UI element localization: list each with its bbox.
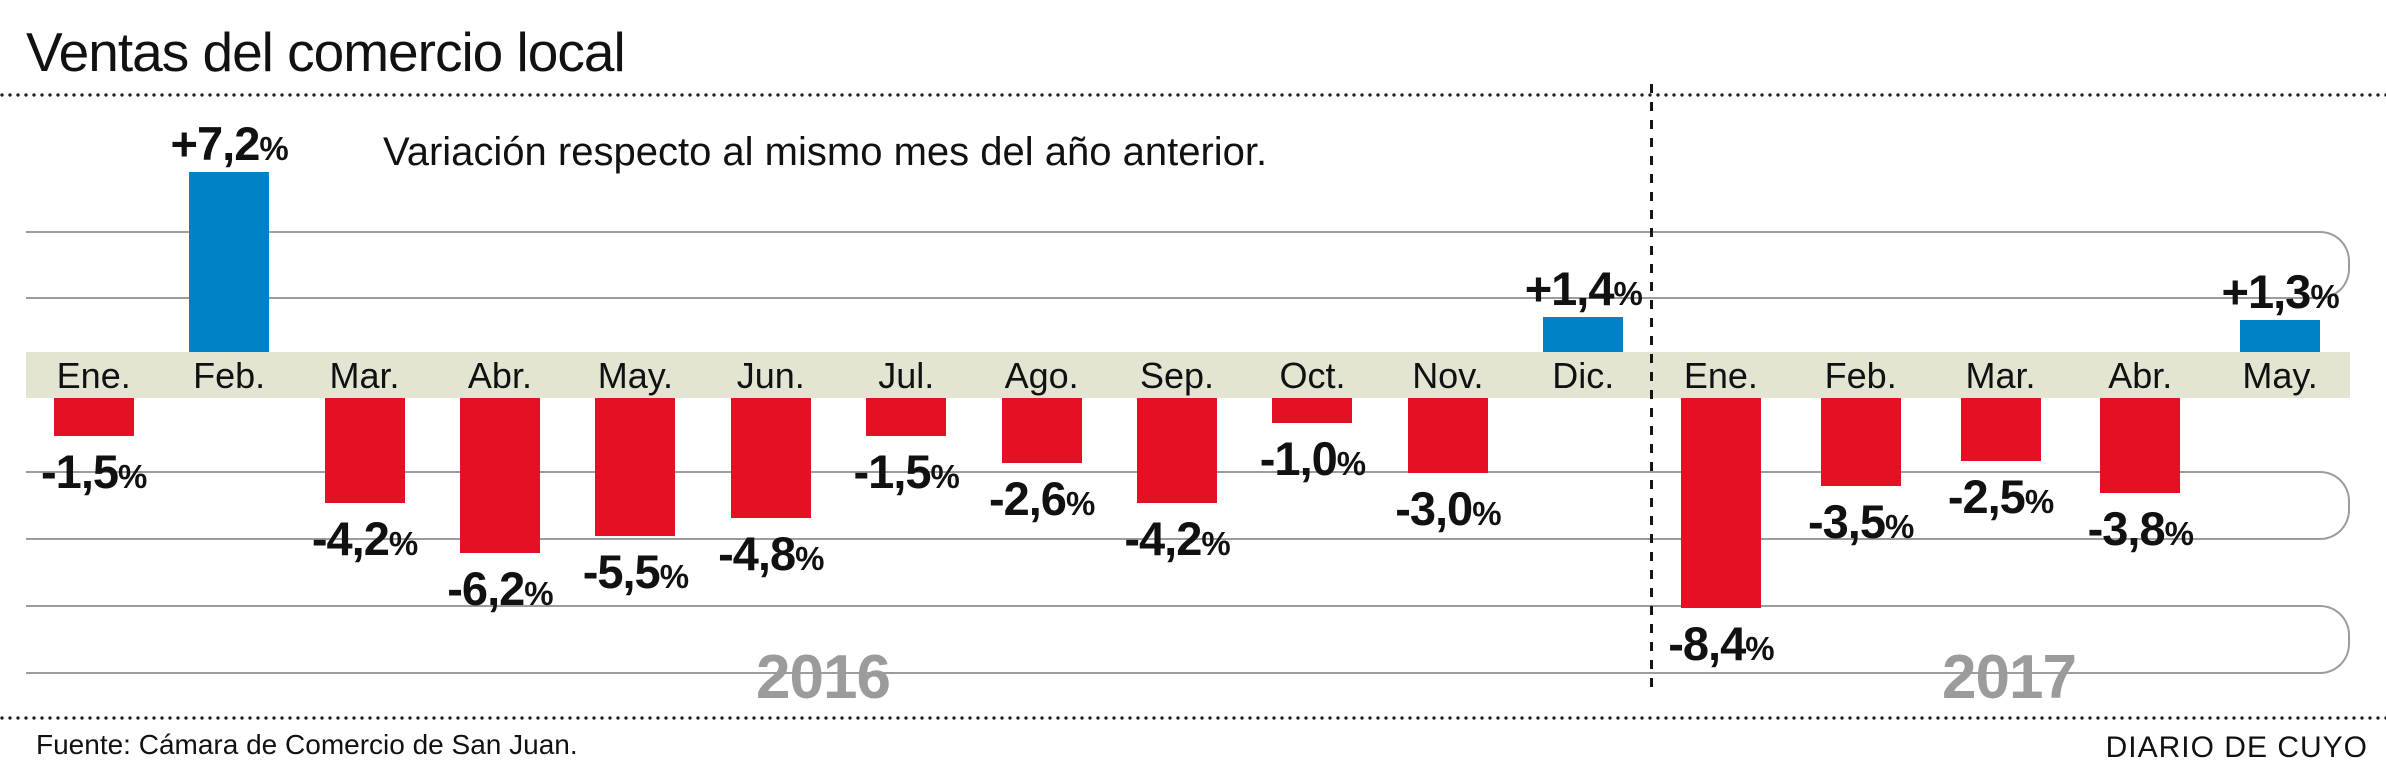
percent-sign: % [659,557,689,595]
gridline-track-lower [26,605,2350,674]
year-divider-dashed-line [1650,84,1653,694]
month-label-2016-dic: Dic. [1552,355,1615,396]
value-label-2016-dic: +1,4% [1524,262,1643,315]
value-label-2016-abr: -6,2% [447,562,553,615]
month-axis-band [26,352,2350,398]
value-label-2016-mar: -4,2% [311,512,418,565]
value-label-2016-may: -5,5% [582,544,689,598]
percent-sign: % [1885,507,1914,545]
bar-2017-feb [1820,398,1901,486]
percent-sign: % [1472,495,1501,532]
value-label-2017-feb: -3,5% [1808,494,1914,548]
bar-2016-may [595,398,676,536]
percent-sign: % [388,525,418,562]
value-label-2016-sep: -4,2% [1124,512,1230,565]
month-label-2017-may: May. [2242,355,2318,396]
bar-2017-ene [1680,398,1761,608]
percent-sign: % [1336,445,1366,482]
bar-2016-mar [324,398,405,503]
percent-sign: % [1745,630,1774,667]
month-label-2017-ene: Ene. [1683,355,1758,396]
value-label-2017-mar: -2,5% [1947,469,2054,523]
bar-2016-abr [459,398,540,553]
percent-sign: % [1613,275,1643,312]
percent-sign: % [2024,482,2054,520]
value-label-2017-may: +1,3% [2221,264,2340,318]
chart-subtitle: Variación respecto al mismo mes del año … [383,130,1268,174]
bar-2016-ene [53,398,134,436]
percent-sign: % [795,540,824,577]
month-label-2016-feb: Feb. [193,355,266,396]
month-label-2016-oct: Oct. [1279,355,1346,396]
bottom-dotted-divider [0,716,2386,720]
top-dotted-divider [0,93,2386,97]
percent-sign: % [259,130,288,167]
bar-2016-nov [1407,398,1488,473]
month-label-2016-mar: Mar. [329,355,400,396]
bar-2016-jun [730,398,811,518]
bar-2016-ago [1001,398,1082,463]
value-label-2017-abr: -3,8% [2087,502,2194,555]
month-label-2016-jun: Jun. [736,355,805,396]
month-label-2016-jul: Jul. [878,355,935,396]
month-label-2016-sep: Sep. [1140,355,1215,396]
bar-2016-oct [1272,398,1353,423]
percent-sign: % [524,575,553,612]
month-label-2016-ene: Ene. [56,355,131,396]
publisher-credit: DIARIO DE CUYO [2105,731,2368,764]
bar-2017-mar [1960,398,2041,461]
percent-sign: % [118,457,147,495]
value-label-2016-ago: -2,6% [988,472,1095,525]
year-label-2016: 2016 [756,643,891,712]
bar-2016-feb [189,172,270,352]
value-label-2016-oct: -1,0% [1259,432,1366,485]
year-label-2017: 2017 [1942,643,2077,712]
value-label-2017-ene: -8,4% [1668,617,1774,670]
month-label-2016-may: May. [597,355,674,396]
value-label-2016-jun: -4,8% [718,527,824,580]
percent-sign: % [1201,525,1230,562]
month-label-2017-feb: Feb. [1824,355,1897,396]
bar-2016-sep [1137,398,1218,503]
value-label-2016-ene: -1,5% [41,444,147,498]
source-credit: Fuente: Cámara de Comercio de San Juan. [36,729,578,760]
chart-title: Ventas del comercio local [26,21,626,83]
bar-2017-abr [2100,398,2181,493]
value-label-2016-jul: -1,5% [853,444,960,498]
gridline-track-upper [26,231,2350,299]
percent-sign: % [2310,277,2339,315]
bar-2017-may [2240,319,2321,352]
percent-sign: % [1065,485,1095,522]
month-label-2017-mar: Mar. [1965,355,2036,396]
value-label-2016-nov: -3,0% [1395,482,1501,535]
percent-sign: % [930,457,960,495]
month-label-2017-abr: Abr. [2108,355,2173,396]
month-label-2016-nov: Nov. [1412,355,1484,396]
bar-2016-jul [866,398,947,436]
bar-2016-dic [1543,317,1624,352]
month-label-2016-ago: Ago. [1004,355,1079,396]
value-label-2016-feb: +7,2% [170,117,289,170]
month-label-2016-abr: Abr. [467,355,532,396]
percent-sign: % [2164,515,2194,552]
